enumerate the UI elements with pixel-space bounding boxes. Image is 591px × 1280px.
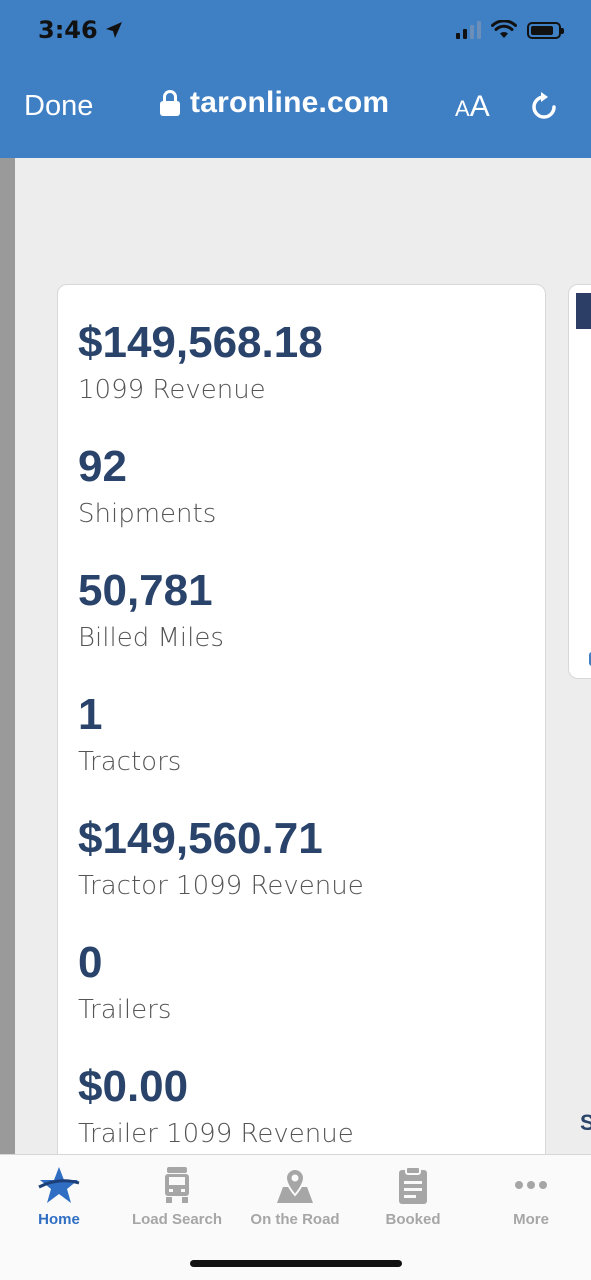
stat-value: 0 [78, 938, 103, 987]
side-partial-text: S [580, 1110, 591, 1135]
reload-icon[interactable] [527, 90, 561, 124]
stat-value: 50,781 [78, 566, 213, 615]
next-card-header [576, 293, 591, 329]
stat-1099-revenue: $149,568.18 1099 Revenue [78, 318, 323, 405]
cellular-signal-icon [456, 21, 481, 39]
star-icon [38, 1167, 80, 1203]
map-pin-icon [277, 1167, 313, 1203]
stat-tractor-1099-revenue: $149,560.71 Tractor 1099 Revenue [78, 814, 364, 901]
stat-value: 92 [78, 442, 127, 491]
text-size-small-a: A [455, 96, 470, 121]
stat-value: $149,560.71 [78, 814, 323, 863]
status-time: 3:46 [38, 16, 124, 44]
url-text: taronline.com [190, 86, 390, 119]
stat-label: Shipments [78, 499, 217, 529]
next-card-partial[interactable] [568, 284, 591, 679]
stat-label: Trailers [78, 995, 172, 1025]
status-icons [456, 20, 564, 40]
tab-label: Home [38, 1211, 80, 1228]
left-scroll-strip [0, 158, 15, 1154]
tab-label: More [513, 1211, 549, 1228]
stat-label: Tractors [78, 747, 182, 777]
text-size-large-a: A [469, 90, 490, 123]
address-bar[interactable]: taronline.com [160, 86, 389, 120]
stat-label: Trailer 1099 Revenue [78, 1119, 354, 1149]
tab-label: Load Search [131, 1211, 223, 1228]
tab-more[interactable]: More [472, 1165, 590, 1235]
stat-value: 1 [78, 690, 103, 739]
stat-trailers: 0 Trailers [78, 938, 172, 1025]
browser-bar: 3:46 Done taronline.com [0, 0, 591, 158]
bottom-tab-bar: Home Load Search On the Road [0, 1154, 591, 1280]
clipboard-icon [399, 1166, 427, 1204]
tab-on-the-road[interactable]: On the Road [236, 1165, 354, 1235]
more-dots-icon [515, 1181, 547, 1189]
tab-home[interactable]: Home [0, 1165, 118, 1235]
status-time-text: 3:46 [38, 16, 98, 44]
next-card-indicator [589, 652, 591, 666]
location-arrow-icon [105, 22, 122, 38]
browser-nav-row: Done taronline.com AA [0, 80, 591, 136]
home-indicator [190, 1260, 402, 1267]
stats-card: $149,568.18 1099 Revenue 92 Shipments 50… [57, 284, 546, 1184]
stat-value: $0.00 [78, 1062, 189, 1111]
stat-label: 1099 Revenue [78, 375, 266, 405]
stat-label: Billed Miles [78, 623, 224, 653]
stat-tractors: 1 Tractors [78, 690, 182, 777]
text-size-button[interactable]: AA [455, 90, 490, 124]
tab-label: On the Road [250, 1211, 340, 1228]
stat-billed-miles: 50,781 Billed Miles [78, 566, 224, 653]
stat-label: Tractor 1099 Revenue [78, 871, 364, 901]
battery-icon [527, 21, 564, 39]
done-button[interactable]: Done [24, 90, 94, 122]
tab-label: Booked [385, 1211, 441, 1228]
stat-trailer-1099-revenue: $0.00 Trailer 1099 Revenue [78, 1062, 354, 1149]
truck-icon [165, 1167, 189, 1203]
tab-booked[interactable]: Booked [354, 1165, 472, 1235]
stat-shipments: 92 Shipments [78, 442, 217, 529]
tab-load-search[interactable]: Load Search [118, 1165, 236, 1235]
wifi-icon [491, 20, 517, 38]
stat-value: $149,568.18 [78, 318, 323, 367]
lock-icon [160, 90, 180, 116]
